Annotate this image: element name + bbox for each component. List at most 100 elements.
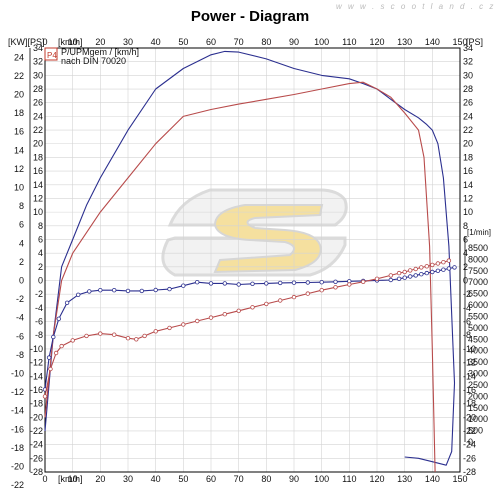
y-tick-label-ps-left: 28 [33, 84, 43, 94]
y-tick-label-ps-right: -2 [463, 289, 471, 299]
series-line-2 [44, 266, 455, 390]
y-tick-label-rpm: 0 [468, 437, 473, 447]
y-tick-label-kw: 10 [14, 183, 24, 193]
tick-labels: 0010102020303040405050606070708080909010… [8, 37, 491, 500]
y-tick-label-kw: -2 [16, 294, 24, 304]
y-tick-label-rpm: 8000 [468, 254, 488, 264]
y-tick-label-ps-left: 2 [38, 262, 43, 272]
series-point-3 [98, 331, 103, 336]
x-tick-label-bottom: 120 [369, 474, 384, 484]
series-point-2 [430, 269, 435, 275]
series-point-3 [194, 318, 200, 324]
x-tick-label-bottom: 70 [234, 474, 244, 484]
y-tick-label-kw: -10 [11, 369, 24, 379]
y-tick-label-ps-left: -16 [30, 385, 43, 395]
y-tick-label-ps-left: 6 [38, 234, 43, 244]
legend-badge: P4 [47, 51, 57, 60]
x-tick-label-top: 100 [314, 37, 329, 47]
series-point-2 [396, 276, 402, 281]
y-tick-label-ps-right: 14 [463, 180, 473, 190]
watermark-text: w w w . s c o o t l a n d . c z [336, 2, 496, 11]
y-tick-label-kw: 24 [14, 52, 24, 62]
series-point-2 [222, 281, 227, 286]
x-axis-label-bottom: [km/h] [58, 474, 83, 484]
series-point-2 [452, 265, 457, 270]
y-tick-label-kw: -22 [11, 480, 24, 490]
series-point-2 [333, 279, 338, 284]
series-point-3 [319, 288, 324, 293]
series-point-2 [98, 288, 103, 293]
y-tick-label-kw: 8 [19, 201, 24, 211]
y-tick-label-ps-right: 16 [463, 166, 473, 176]
x-tick-label-top: 70 [234, 37, 244, 47]
legend: P4 P/UPMgem / [km/h] nach DIN 70020 [44, 47, 139, 66]
series-point-2 [87, 289, 92, 294]
y-tick-label-ps-left: 14 [33, 180, 43, 190]
series-point-3 [153, 329, 158, 334]
x-tick-label-top: 50 [178, 37, 188, 47]
series-point-3 [402, 269, 407, 275]
series-point-3 [291, 294, 297, 300]
series-point-2 [75, 292, 81, 297]
y-tick-label-ps-left: -4 [35, 303, 43, 313]
y-tick-label-kw: -24 [11, 499, 24, 500]
y-tick-label-rpm: 4000 [468, 346, 488, 356]
y-tick-label-rpm: 4500 [468, 334, 488, 344]
y-tick-label-ps-left: -28 [30, 467, 43, 477]
series-point-3 [333, 285, 338, 290]
plot-frame [44, 47, 461, 473]
series-point-2 [51, 334, 56, 340]
y-tick-label-ps-left: 16 [33, 166, 43, 176]
series-point-3 [374, 276, 380, 281]
y-tick-label-ps-left: 30 [33, 70, 43, 80]
y-tick-label-ps-left: 32 [33, 57, 43, 67]
y-tick-label-ps-right: 12 [463, 193, 473, 203]
y-axis-right-ps-label: [PS] [466, 37, 483, 47]
series-point-3 [222, 312, 227, 317]
x-tick-label-top: 90 [289, 37, 299, 47]
y-tick-label-ps-left: -22 [30, 426, 43, 436]
y-tick-label-kw: -6 [16, 331, 24, 341]
series-line-1 [44, 81, 436, 473]
series-point-2 [153, 287, 158, 293]
y-tick-label-ps-right: 2 [463, 262, 468, 272]
y-tick-label-rpm: 6500 [468, 289, 488, 299]
y-tick-label-kw: -18 [11, 443, 24, 453]
x-tick-label-bottom: 100 [314, 474, 329, 484]
y-tick-label-ps-right: -6 [463, 317, 471, 327]
x-tick-label-bottom: 20 [95, 474, 105, 484]
x-tick-label-top: 10 [68, 37, 78, 47]
x-tick-label-bottom: 30 [123, 474, 133, 484]
page-title: Power - Diagram [190, 8, 310, 25]
y-tick-label-rpm: 2500 [468, 380, 488, 390]
x-tick-label-top: 30 [123, 37, 133, 47]
x-tick-label-top: 120 [369, 37, 384, 47]
y-tick-label-rpm: 5000 [468, 323, 488, 333]
series-point-3 [408, 268, 413, 273]
series-point-3 [388, 273, 393, 278]
series-point-3 [59, 343, 64, 349]
series-point-3 [53, 350, 59, 356]
series-point-3 [208, 315, 214, 320]
y-tick-label-ps-right: 20 [463, 139, 473, 149]
series-point-2 [408, 274, 413, 279]
series-point-2 [208, 281, 214, 286]
x-tick-label-top: 140 [425, 37, 440, 47]
y-tick-label-ps-right: -4 [463, 303, 471, 313]
series-point-2 [139, 288, 144, 294]
x-tick-label-bottom: 140 [425, 474, 440, 484]
y-tick-label-kw: -8 [16, 350, 24, 360]
x-tick-label-bottom: 90 [289, 474, 299, 484]
y-tick-label-rpm: 500 [468, 426, 483, 436]
y-tick-label-ps-right: -20 [463, 412, 476, 422]
series-point-3 [435, 261, 441, 266]
y-tick-label-ps-right: -26 [463, 453, 476, 463]
series-point-2 [419, 272, 424, 277]
series-point-2 [441, 267, 446, 272]
y-tick-label-ps-right: 24 [463, 111, 473, 121]
y-tick-label-ps-right: 26 [463, 98, 473, 108]
y-tick-label-ps-right: 6 [463, 234, 468, 244]
series-lines [42, 50, 457, 473]
x-tick-label-top: 130 [397, 37, 412, 47]
